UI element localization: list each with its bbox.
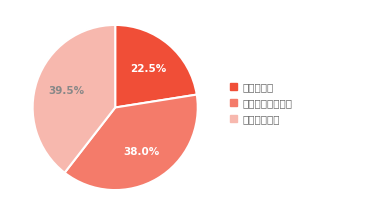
Wedge shape — [115, 25, 197, 108]
Wedge shape — [65, 95, 198, 190]
Legend: 知っている, 聞いたことはある, 知らなかった: 知っている, 聞いたことはある, 知らなかった — [228, 80, 295, 127]
Text: 22.5%: 22.5% — [130, 64, 167, 74]
Text: 39.5%: 39.5% — [49, 86, 85, 96]
Wedge shape — [33, 25, 115, 173]
Text: 38.0%: 38.0% — [123, 147, 159, 157]
